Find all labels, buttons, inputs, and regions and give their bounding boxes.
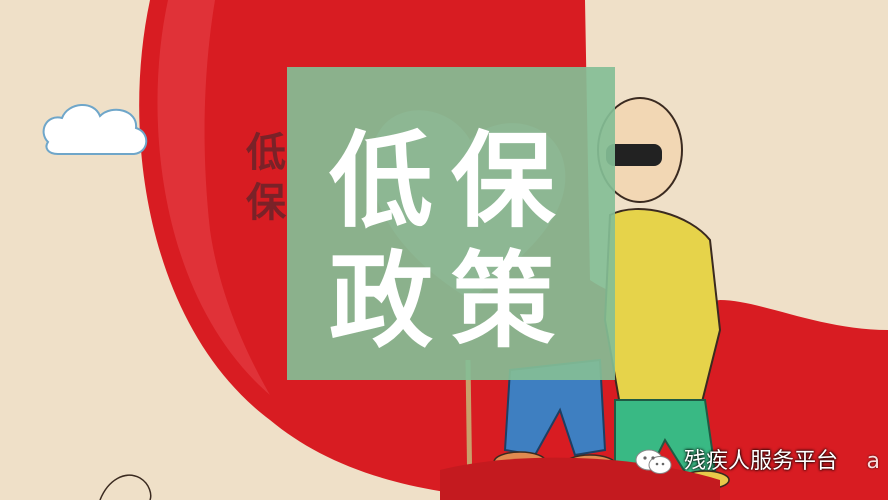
wechat-icon	[635, 449, 672, 474]
yellow-shirt	[603, 208, 722, 412]
cloud-icon	[42, 104, 148, 155]
watermark: 残疾人服务平台 a	[628, 442, 888, 482]
title-line-1: 低保	[328, 120, 573, 242]
watermark-text: 残疾人服务平台	[684, 449, 839, 474]
red-ribbon-highlight	[157, 0, 270, 395]
sunglasses	[606, 144, 662, 166]
title-overlay: 低保 政策	[287, 67, 615, 380]
watermark-tail: a	[866, 449, 880, 474]
doodle	[99, 474, 152, 500]
side-text-label: 低保	[246, 129, 286, 226]
title-line-2: 政策	[328, 240, 573, 362]
